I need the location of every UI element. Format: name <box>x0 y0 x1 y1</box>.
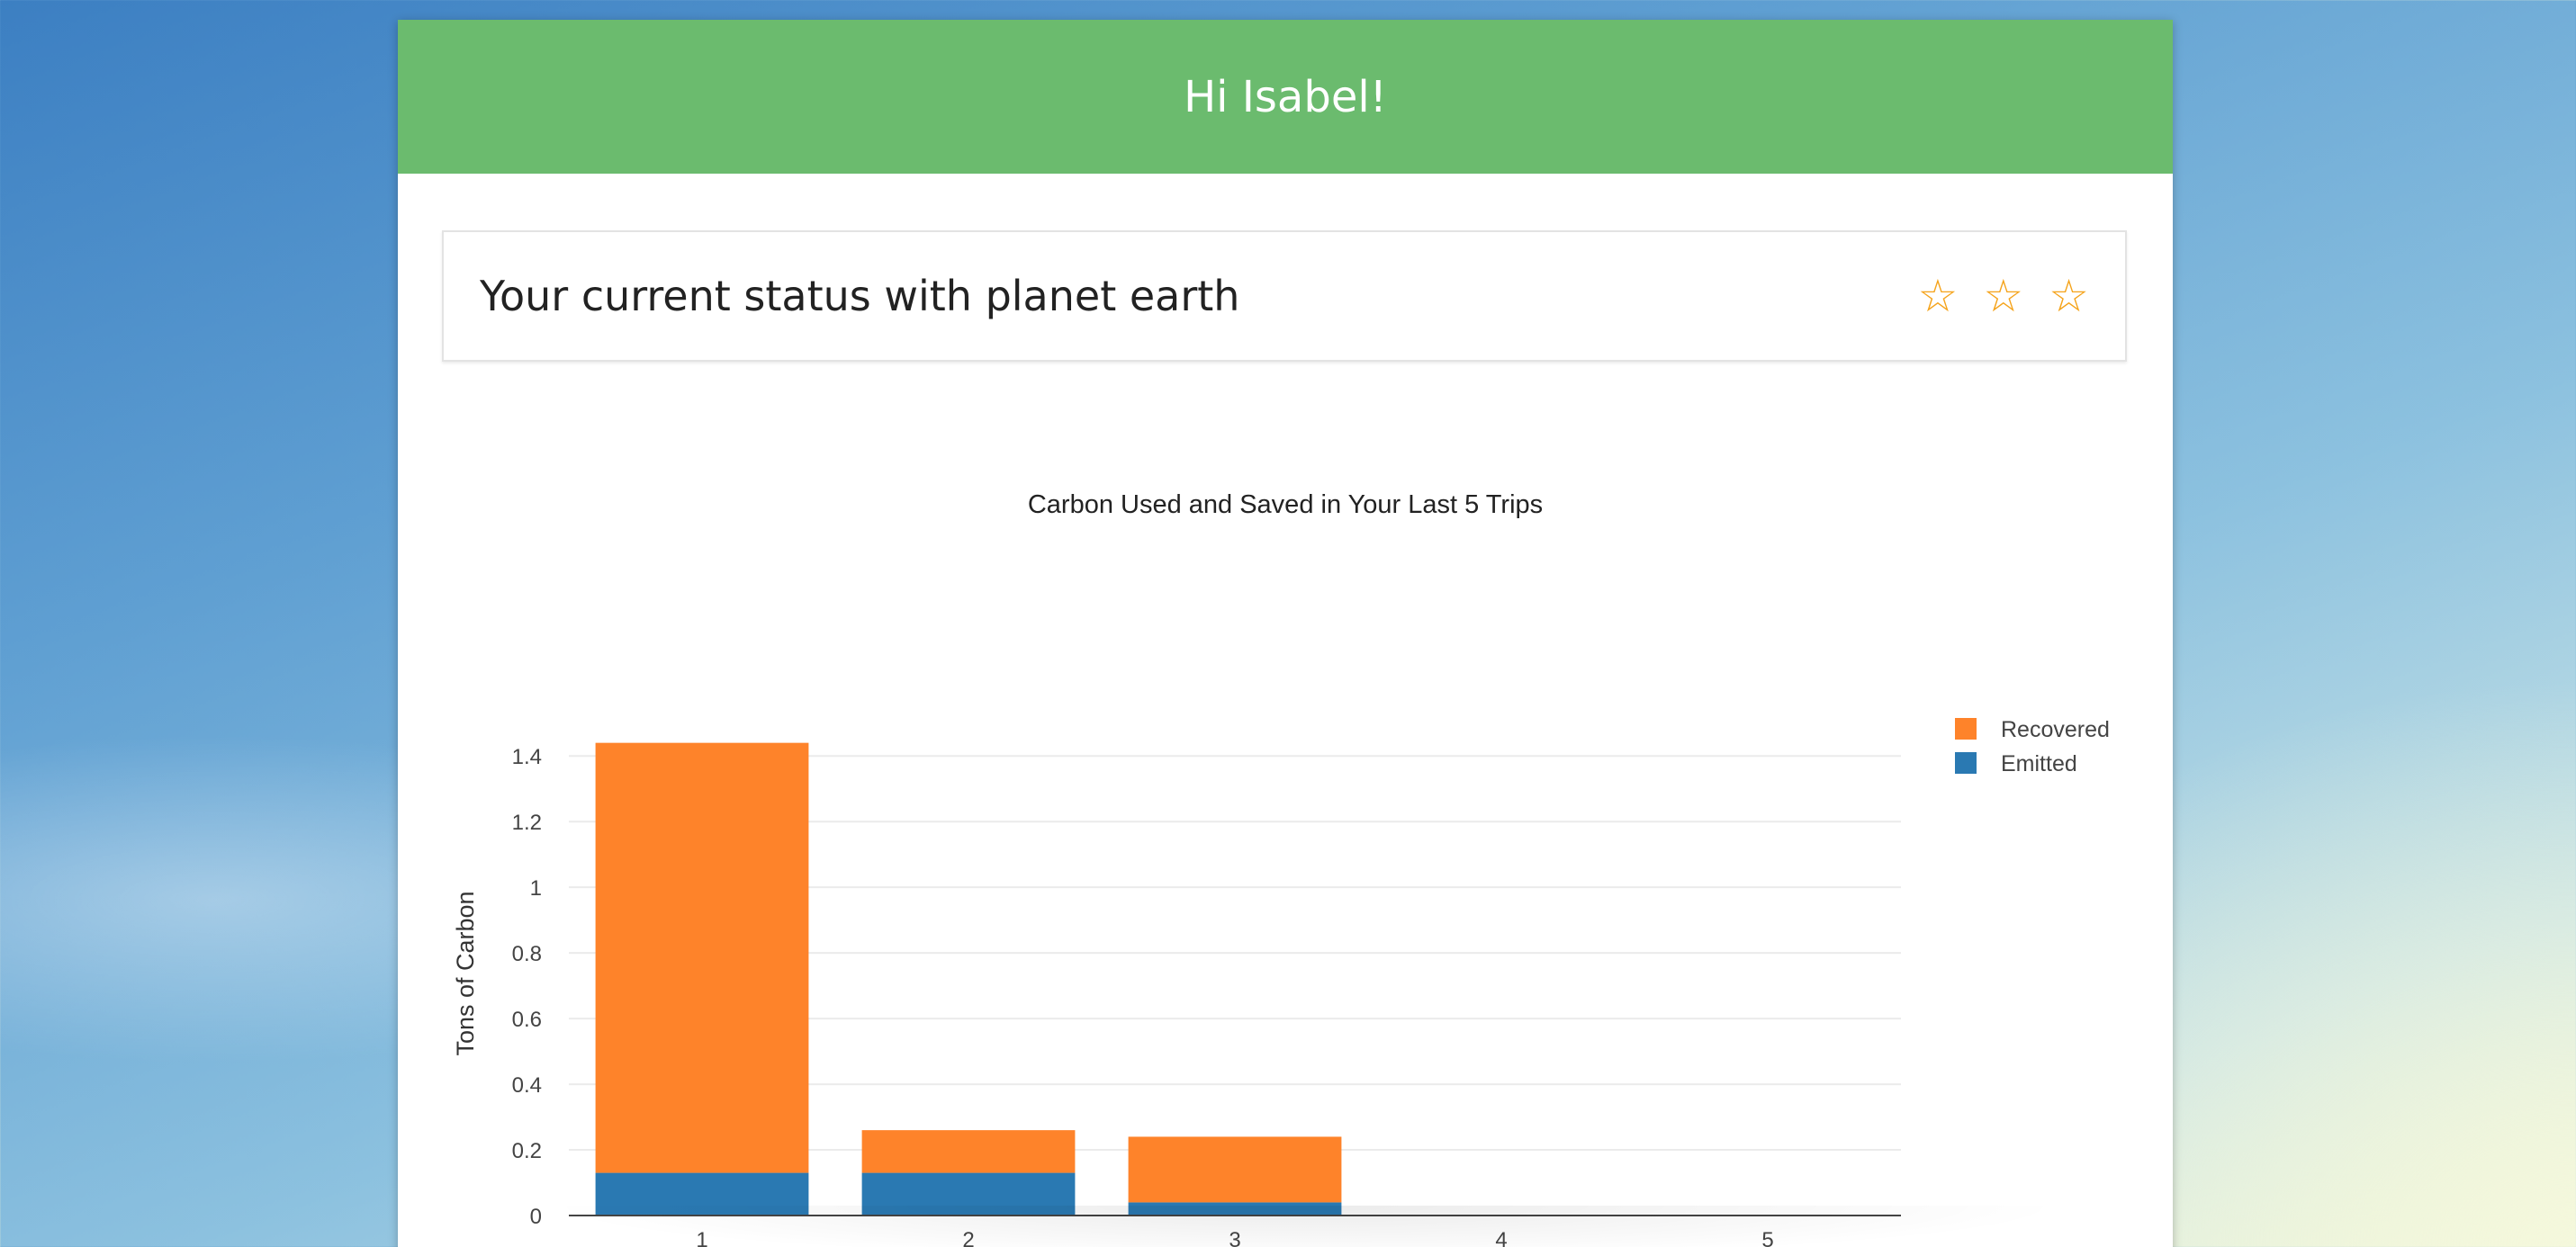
y-ticks: 0 0.2 0.4 0.6 0.8 1 1.2 1.4 <box>512 745 542 1229</box>
bar-emitted-2[interactable] <box>861 1172 1076 1216</box>
bars <box>595 742 1342 1216</box>
rating-stars: ☆ ☆ ☆ <box>1918 274 2089 318</box>
status-panel: Your current status with planet earth ☆ … <box>442 230 2127 362</box>
bar-recovered-2[interactable] <box>861 1130 1076 1173</box>
legend-swatch-emitted[interactable] <box>1955 752 1977 774</box>
y-tick-label: 1 <box>530 876 542 901</box>
y-tick-label: 1.4 <box>512 745 542 769</box>
y-tick-label: 0.2 <box>512 1139 542 1163</box>
x-tick-label: 5 <box>1761 1228 1773 1247</box>
chart-title: Carbon Used and Saved in Your Last 5 Tri… <box>1028 490 1543 519</box>
x-ticks: 1 2 3 4 5 <box>696 1228 1773 1247</box>
legend-label-recovered[interactable]: Recovered <box>2001 717 2110 742</box>
bar-recovered-3[interactable] <box>1128 1136 1342 1203</box>
x-tick-label: 2 <box>962 1228 974 1247</box>
legend: Recovered Emitted <box>1955 717 2110 776</box>
y-tick-label: 1.2 <box>512 811 542 835</box>
bar-emitted-1[interactable] <box>595 1172 809 1216</box>
legend-label-emitted[interactable]: Emitted <box>2001 751 2077 776</box>
greeting-header: Hi Isabel! <box>398 20 2173 174</box>
legend-swatch-recovered[interactable] <box>1955 718 1977 740</box>
status-text: Your current status with planet earth <box>480 272 1240 320</box>
x-tick-label: 4 <box>1495 1228 1507 1247</box>
dashboard-card: Hi Isabel! Your current status with plan… <box>398 20 2173 1247</box>
bar-recovered-1[interactable] <box>595 742 809 1173</box>
star-outline-icon: ☆ <box>1983 270 2024 322</box>
chart-svg: Carbon Used and Saved in Your Last 5 Tri… <box>452 490 2110 1247</box>
y-tick-label: 0 <box>530 1205 542 1229</box>
y-tick-label: 0.4 <box>512 1073 542 1098</box>
bottom-shadow <box>540 1206 2070 1247</box>
bar-emitted-3[interactable] <box>1128 1202 1342 1216</box>
star-outline-icon: ☆ <box>1917 270 1959 322</box>
x-tick-label: 3 <box>1229 1228 1240 1247</box>
carbon-chart: Carbon Used and Saved in Your Last 5 Tri… <box>398 443 2173 1247</box>
star-outline-icon: ☆ <box>2049 270 2089 322</box>
y-tick-label: 0.6 <box>512 1008 542 1032</box>
y-axis-label: Tons of Carbon <box>452 891 479 1055</box>
greeting-title: Hi Isabel! <box>1184 71 1387 122</box>
x-tick-label: 1 <box>696 1228 707 1247</box>
y-tick-label: 0.8 <box>512 942 542 966</box>
